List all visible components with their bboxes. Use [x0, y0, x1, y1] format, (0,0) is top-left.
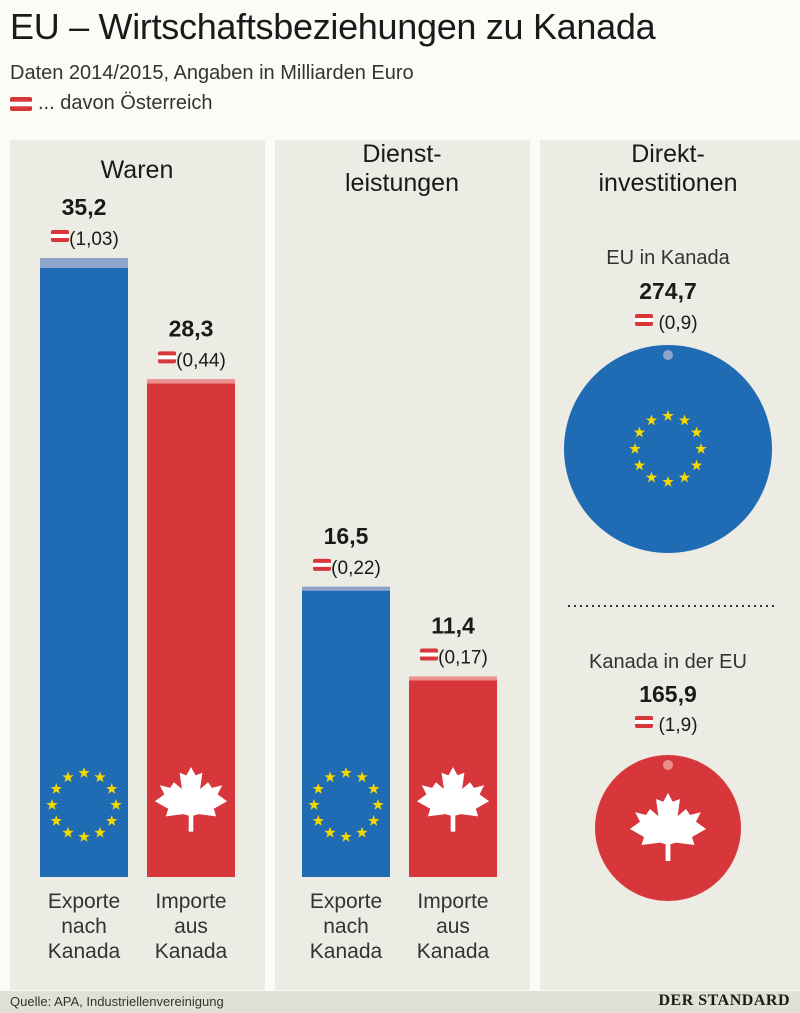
- category-label: Importe: [417, 890, 488, 913]
- group-header: Waren: [101, 156, 174, 184]
- category-label: Kanada: [417, 940, 490, 963]
- category-label: aus: [436, 915, 470, 938]
- austria-data-label: (0,9): [658, 313, 697, 334]
- category-label: Kanada: [155, 940, 228, 963]
- group-header: leistungen: [345, 169, 459, 197]
- austria-bar-segment: [40, 258, 128, 268]
- austria-flag-icon: [420, 648, 438, 661]
- data-label: 11,4: [431, 613, 475, 639]
- investment-label: Kanada in der EU: [589, 651, 747, 673]
- category-label: nach: [61, 915, 107, 938]
- eu-stars-icon: [629, 410, 707, 487]
- chart-svg: Waren35,2(1,03)ExportenachKanada28,3(0,4…: [40, 140, 778, 963]
- austria-flag-icon: [51, 230, 69, 242]
- bar: [40, 258, 128, 877]
- austria-bar-segment: [409, 676, 497, 681]
- maple-leaf-icon: [630, 793, 706, 861]
- data-label: 35,2: [62, 194, 107, 220]
- austria-bar-segment: [302, 586, 390, 591]
- austria-data-label: (1,03): [69, 229, 119, 250]
- maple-leaf-icon: [416, 767, 490, 832]
- austria-flag-icon: [158, 351, 176, 364]
- category-label: Exporte: [310, 890, 382, 913]
- austria-flag-icon: [10, 96, 32, 111]
- austria-data-label: (0,17): [438, 648, 488, 669]
- eu-stars-icon: [46, 767, 122, 842]
- maple-leaf-icon: [154, 767, 228, 832]
- chart-title: EU – Wirtschaftsbeziehungen zu Kanada: [10, 6, 656, 47]
- investment-circle: [564, 345, 772, 553]
- austria-flag-icon: [635, 716, 653, 728]
- category-label: Kanada: [48, 940, 121, 963]
- group-header: investitionen: [599, 169, 738, 197]
- legend-label: ... davon Österreich: [38, 92, 213, 114]
- category-label: Exporte: [48, 890, 120, 913]
- category-label: Kanada: [310, 940, 383, 963]
- category-label: aus: [174, 915, 208, 938]
- bar: [302, 586, 390, 877]
- category-label: nach: [323, 915, 369, 938]
- data-label: 16,5: [324, 523, 369, 549]
- austria-bar-segment: [147, 379, 235, 384]
- austria-data-label: (0,44): [176, 350, 226, 371]
- investment-label: EU in Kanada: [606, 247, 730, 269]
- brand-logo: DER STANDARD: [658, 992, 790, 1009]
- source-text: Quelle: APA, Industriellenvereinigung: [10, 994, 224, 1009]
- data-label: 28,3: [169, 315, 214, 341]
- group-header: Direkt-: [631, 140, 705, 168]
- chart-subtitle: Daten 2014/2015, Angaben in Milliarden E…: [10, 62, 414, 84]
- austria-dot: [663, 760, 673, 770]
- legend: ... davon Österreich: [10, 92, 213, 115]
- austria-data-label: (0,22): [331, 558, 381, 579]
- austria-flag-icon: [635, 314, 653, 326]
- category-label: Importe: [155, 890, 226, 913]
- investment-value: 274,7: [639, 278, 697, 304]
- group-header: Dienst-: [362, 140, 441, 168]
- austria-data-label: (1,9): [658, 715, 697, 736]
- investment-value: 165,9: [639, 681, 697, 707]
- austria-flag-icon: [313, 558, 331, 571]
- austria-dot: [663, 350, 673, 360]
- eu-stars-icon: [308, 767, 384, 842]
- footer: Quelle: APA, Industriellenvereinigung DE…: [0, 991, 800, 1013]
